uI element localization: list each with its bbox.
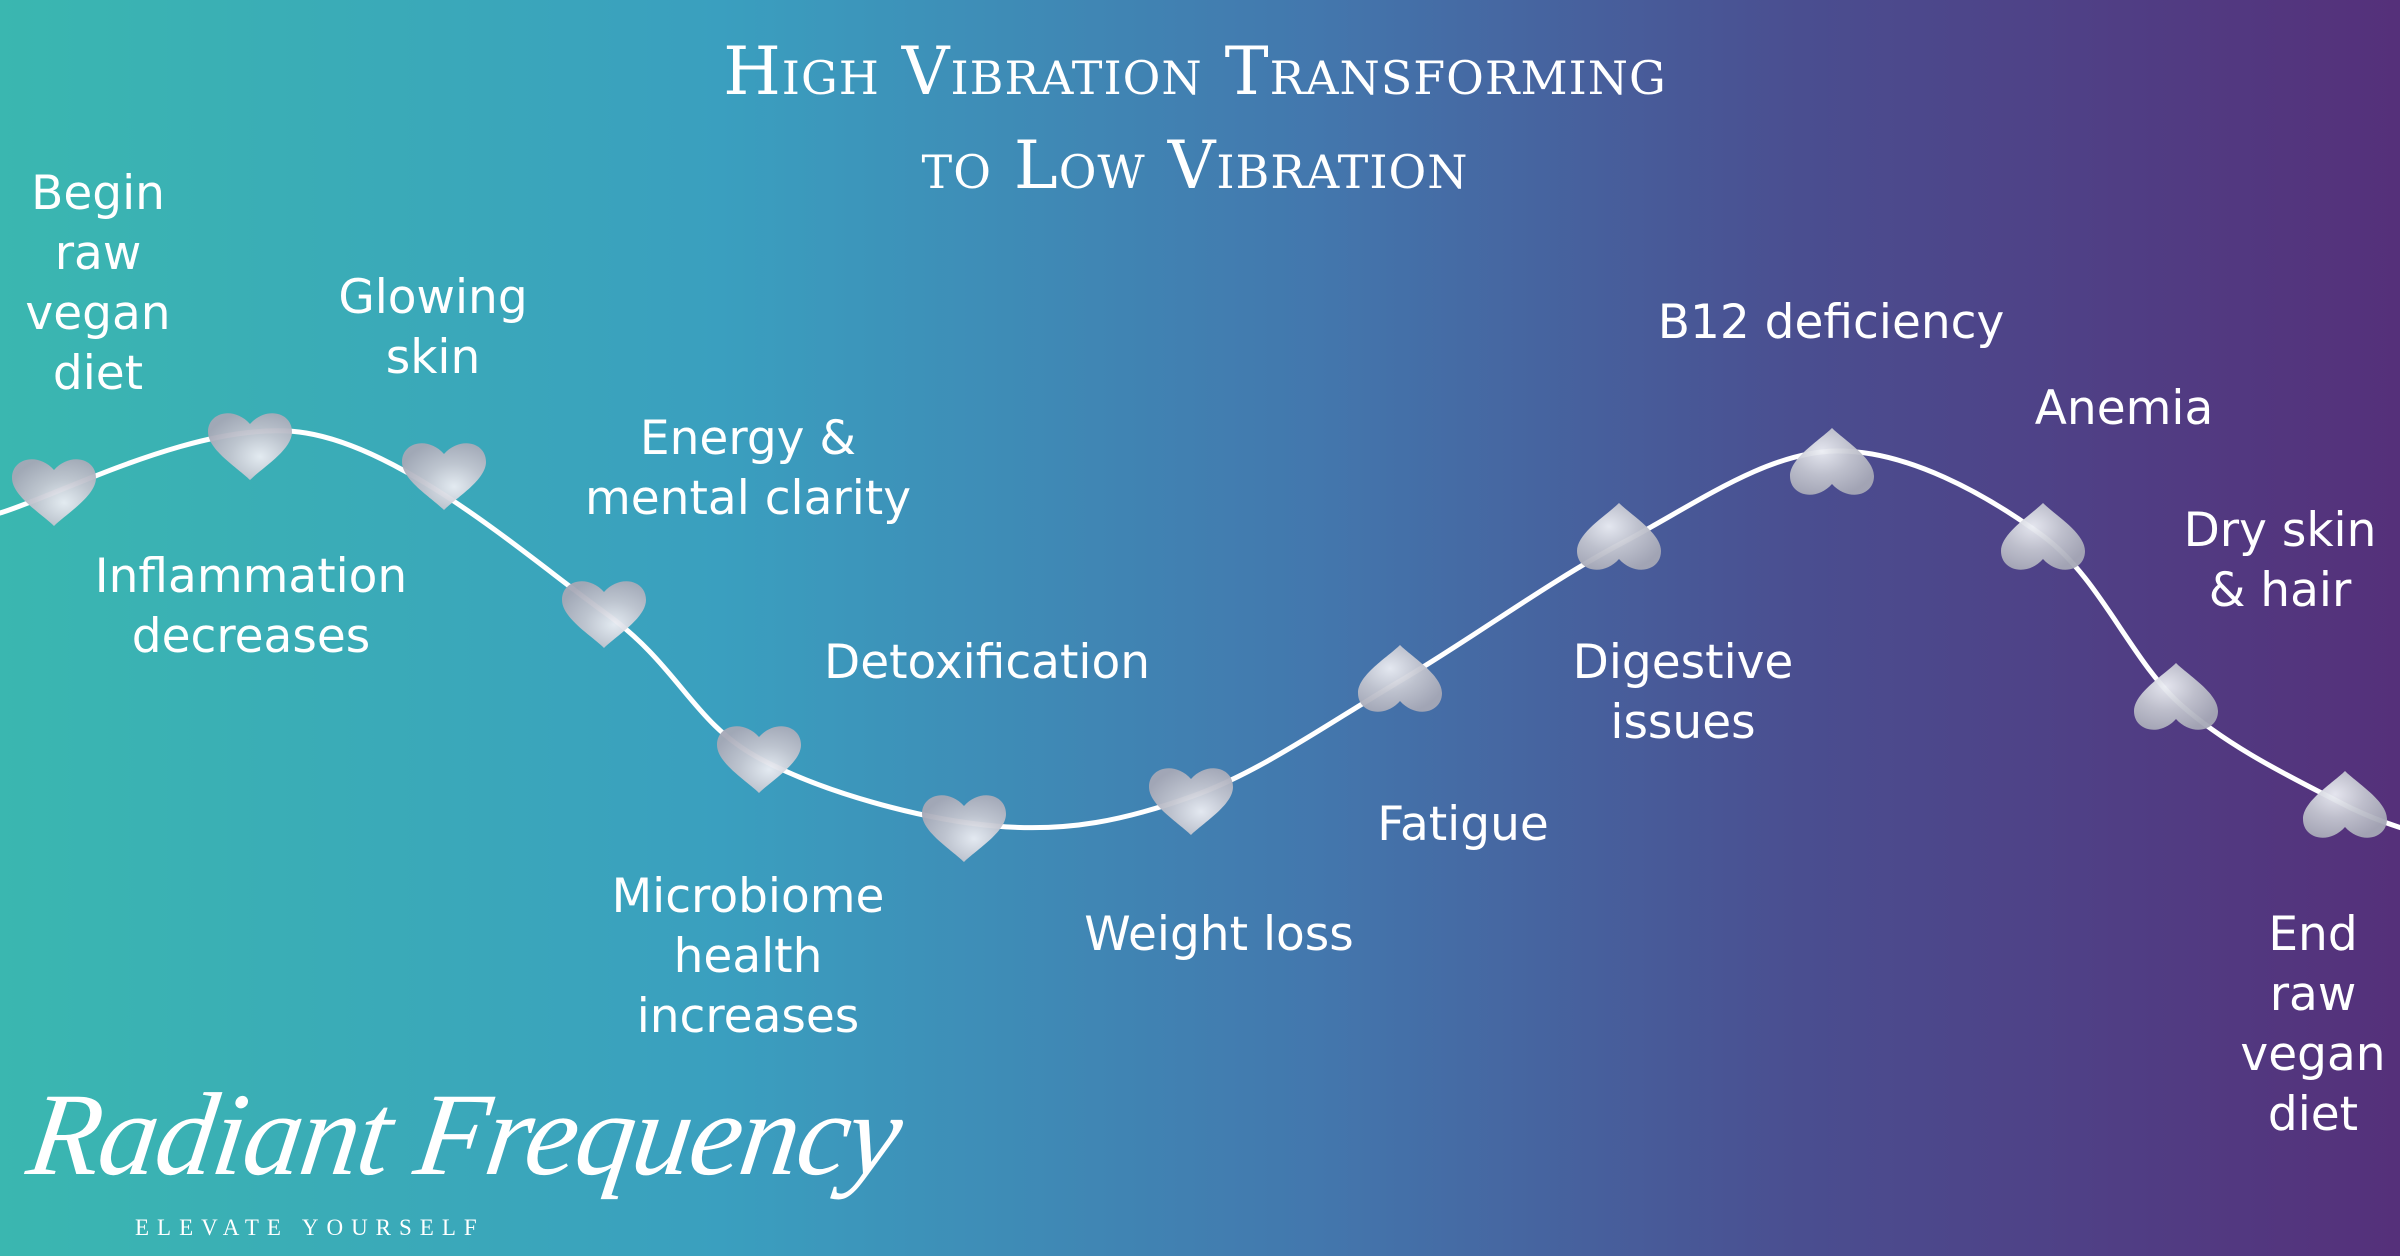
stage-label: Glowing skin	[338, 268, 527, 388]
heart-icon	[2303, 771, 2387, 838]
heart-icon	[1149, 768, 1233, 835]
heart-icon	[922, 795, 1006, 862]
stage-label-line: Glowing	[338, 270, 528, 325]
stage-label-line: Anemia	[2034, 381, 2214, 436]
stage-label: Energy & mental clarity	[585, 409, 911, 529]
heart-icon	[1577, 503, 1661, 570]
stage-label: End raw vegan diet	[2240, 905, 2385, 1145]
page-title: High Vibration Transforming to Low Vibra…	[0, 25, 2390, 213]
stage-label: Microbiome health increases	[612, 867, 885, 1047]
stage-label: B12 deficiency	[1658, 293, 2005, 353]
stage-label-line: increases	[636, 989, 860, 1044]
stage-label: Weight loss	[1084, 905, 1353, 965]
stage-label: Anemia	[2035, 379, 2214, 439]
stage-label-line: Begin	[31, 166, 165, 221]
heart-icon	[1358, 645, 1442, 712]
stage-label-line: decreases	[131, 609, 371, 664]
stage-label-line: End	[2268, 907, 2358, 962]
stage-label: Begin raw vegan diet	[25, 164, 170, 404]
heart-icon	[208, 413, 292, 480]
stage-label-line: Fatigue	[1377, 797, 1549, 852]
stage-label-line: Inflammation	[94, 549, 408, 604]
stage-label-line: Detoxification	[824, 635, 1150, 690]
heart-icon	[717, 726, 801, 793]
stage-label-line: raw	[54, 226, 142, 281]
stage-label-line: raw	[2269, 967, 2357, 1022]
title-line-1: High Vibration Transforming	[723, 33, 1667, 110]
stage-label-line: diet	[52, 346, 144, 401]
stage-label: Inflammation decreases	[95, 547, 407, 667]
stage-label-line: Digestive	[1572, 635, 1794, 690]
heart-icon	[402, 443, 486, 510]
stage-label-line: & hair	[2208, 563, 2352, 618]
wave-line	[0, 428, 2400, 831]
stage-label-line: Energy &	[639, 411, 857, 466]
logo-tagline: ELEVATE YOURSELF	[135, 1215, 485, 1240]
stage-label-line: health	[673, 929, 823, 984]
heart-icon	[2001, 503, 2085, 570]
stage-label-line: Weight loss	[1084, 907, 1354, 962]
stage-label: Dry skin & hair	[2184, 501, 2377, 621]
stage-label-line: vegan	[2240, 1027, 2386, 1082]
stage-label: Detoxification	[824, 633, 1150, 693]
stage-label-line: B12 deficiency	[1657, 295, 2005, 350]
stage-label-line: vegan	[25, 286, 171, 341]
stage-label-line: diet	[2267, 1087, 2359, 1142]
title-line-2: to Low Vibration	[921, 127, 1469, 204]
stage-label-line: Microbiome	[611, 869, 885, 924]
stage-label-line: skin	[385, 330, 481, 385]
heart-icon	[12, 459, 96, 526]
stage-label-line: Dry skin	[2183, 503, 2377, 558]
heart-icon	[1790, 428, 1874, 495]
stage-label: Fatigue	[1377, 795, 1549, 855]
stage-label-line: mental clarity	[584, 471, 912, 526]
logo-script: Radiant Frequency	[20, 1069, 909, 1200]
heart-icon	[562, 581, 646, 648]
stage-label-line: issues	[1610, 695, 1756, 750]
heart-icon	[2134, 663, 2218, 730]
stage-label: Digestive issues	[1573, 633, 1794, 753]
